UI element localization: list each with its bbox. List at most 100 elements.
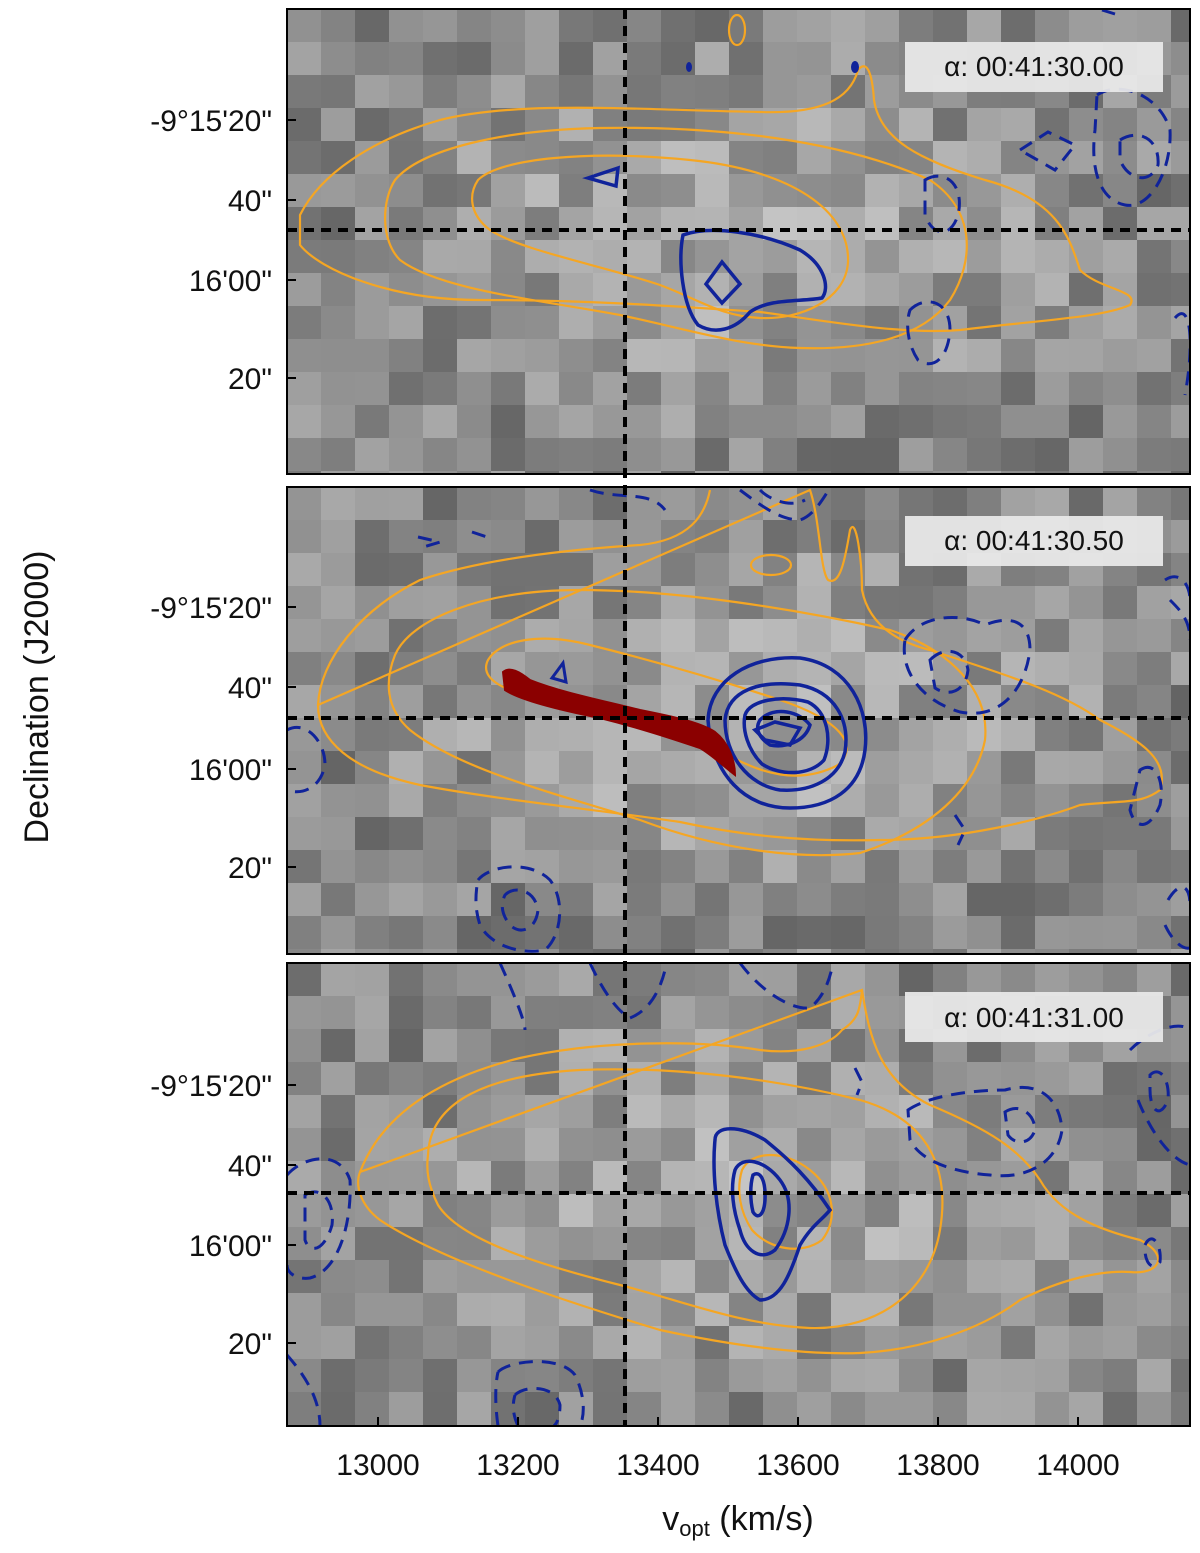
noise-pixel [423,586,458,620]
panel-3-outer-contour [357,988,1160,1355]
noise-pixel [899,751,934,785]
noise-pixel [355,471,390,474]
noise-pixel [899,273,934,307]
noise-pixel [1137,471,1172,474]
noise-pixel [457,1392,492,1426]
noise-pixel [389,75,424,109]
noise-pixel [627,751,662,785]
noise-pixel [1137,949,1172,954]
noise-pixel [627,1062,662,1096]
noise-pixel [1001,339,1036,373]
noise-pixel [355,751,390,785]
noise-pixel [559,996,594,1030]
noise-pixel [865,996,900,1030]
noise-pixel [1103,883,1138,917]
noise-pixel [695,1458,730,1492]
noise-pixel [287,405,322,439]
noise-pixel [593,438,628,472]
noise-pixel [355,817,390,851]
noise-pixel [933,619,968,653]
y-tick-label: 40" [228,185,272,218]
y-tick-label: -9°15'20" [150,105,272,138]
noise-pixel [355,207,390,241]
noise-pixel [1069,718,1104,752]
noise-pixel [865,1161,900,1195]
noise-pixel [933,438,968,472]
noise-pixel [627,949,662,954]
noise-pixel [865,718,900,752]
noise-pixel [763,438,798,472]
noise-pixel [287,1293,322,1327]
noise-pixel [1001,1194,1036,1228]
noise-pixel [559,42,594,76]
noise-pixel [729,1392,764,1426]
noise-pixel [967,1227,1002,1261]
noise-pixel [1171,1260,1190,1294]
noise-pixel [423,1326,458,1360]
noise-pixel [423,306,458,340]
noise-pixel [525,817,560,851]
noise-pixel [287,685,322,719]
noise-pixel [1001,405,1036,439]
noise-pixel [525,718,560,752]
noise-pixel [491,1062,526,1096]
noise-pixel [321,751,356,785]
noise-pixel [1103,817,1138,851]
noise-pixel [423,438,458,472]
noise-pixel [1103,372,1138,406]
noise-pixel [967,949,1002,954]
noise-pixel [865,963,900,997]
noise-pixel [865,1260,900,1294]
noise-pixel [355,1095,390,1129]
noise-pixel [1001,1227,1036,1261]
noise-pixel [1103,586,1138,620]
noise-pixel [423,339,458,373]
noise-pixel [1069,1326,1104,1360]
noise-pixel [491,949,526,954]
noise-pixel [865,883,900,917]
noise-pixel [661,240,696,274]
noise-pixel [355,405,390,439]
y-axis-panel-3: -9°15'20" 40" 16'00" 20" [150,1070,296,1361]
noise-pixel [865,784,900,818]
noise-pixel [661,339,696,373]
noise-pixel [865,1293,900,1327]
noise-pixel [457,306,492,340]
noise-pixel [627,1194,662,1228]
noise-pixel [865,273,900,307]
noise-pixel [355,553,390,587]
noise-pixel [627,471,662,474]
noise-pixel [355,174,390,208]
noise-pixel [1035,652,1070,686]
noise-pixel [559,339,594,373]
noise-pixel [1171,273,1190,307]
noise-pixel [967,784,1002,818]
noise-pixel [1171,42,1190,76]
noise-pixel [287,1128,322,1162]
noise-pixel [287,42,322,76]
noise-pixel [491,718,526,752]
noise-pixel [1035,306,1070,340]
noise-pixel [593,339,628,373]
noise-pixel [559,751,594,785]
noise-pixel [1035,1194,1070,1228]
noise-pixel [933,405,968,439]
x-tick-label: 14000 [1036,1449,1119,1482]
noise-pixel [423,1227,458,1261]
noise-pixel [457,553,492,587]
noise-pixel [865,1227,900,1261]
noise-pixel [1001,471,1036,474]
noise-pixel [1171,1227,1190,1261]
noise-pixel [1001,240,1036,274]
noise-pixel [355,619,390,653]
noise-pixel [457,42,492,76]
noise-pixel [797,1095,832,1129]
noise-pixel [933,471,968,474]
noise-pixel [321,520,356,554]
noise-pixel [695,438,730,472]
noise-pixel [695,1161,730,1195]
panel-3-contours [287,963,1190,1426]
noise-pixel [729,471,764,474]
noise-pixel [729,520,764,554]
noise-pixel [321,1293,356,1327]
